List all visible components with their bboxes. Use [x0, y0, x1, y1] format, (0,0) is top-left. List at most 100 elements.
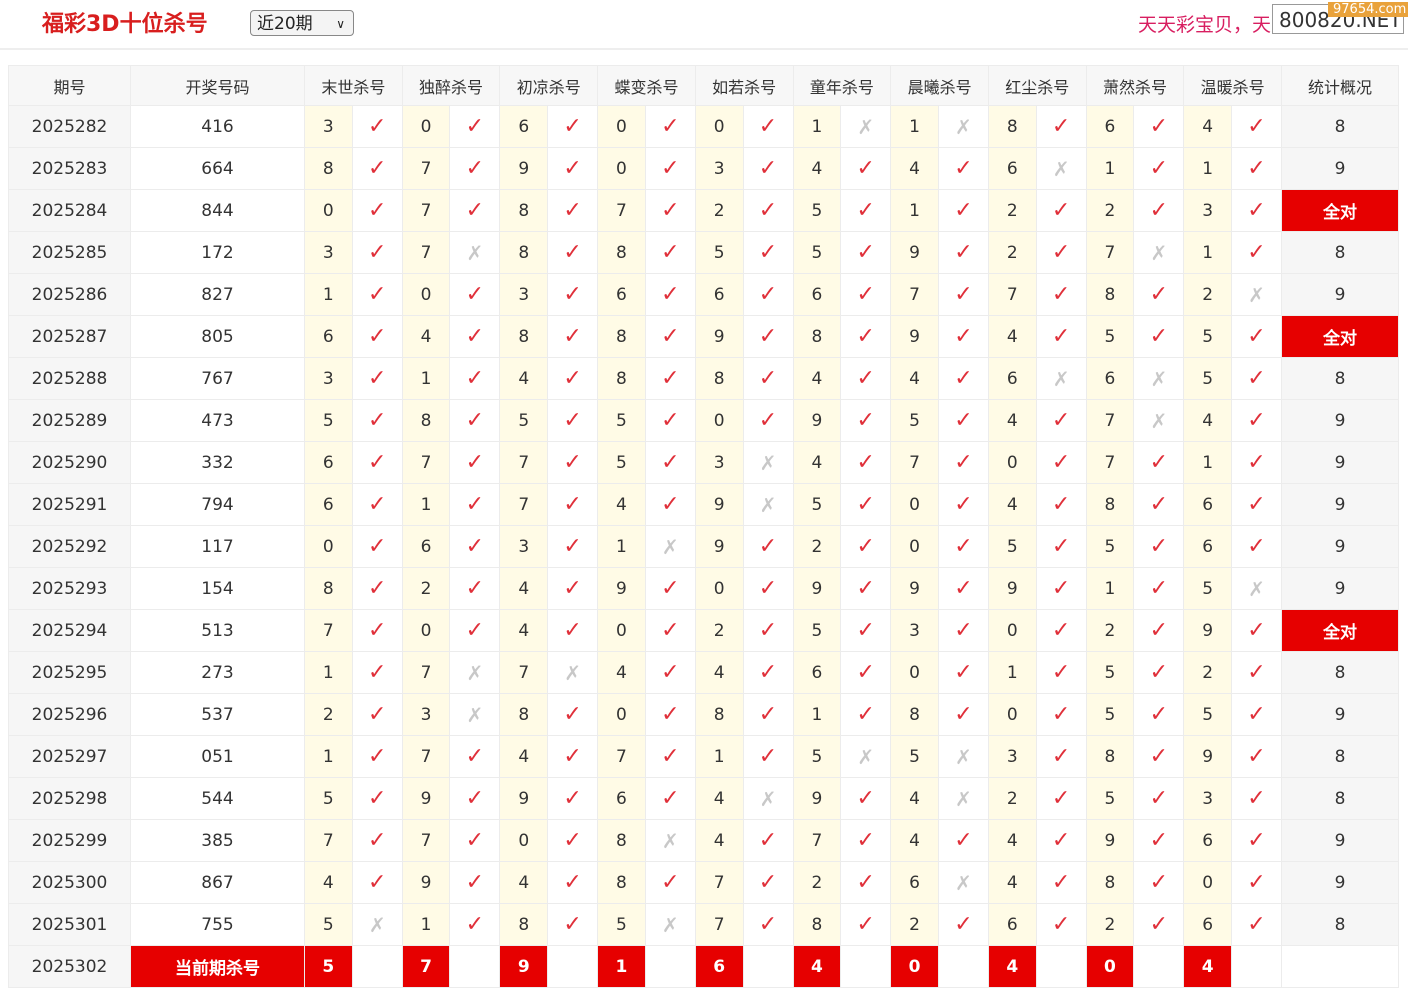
draw-number: 827 — [130, 273, 305, 316]
kill-result: ✓ — [449, 357, 501, 400]
kill-result: ✓ — [1035, 231, 1087, 274]
stat: 9 — [1281, 399, 1400, 442]
kill-number: 2 — [987, 777, 1037, 820]
kill-result: ✓ — [1133, 189, 1185, 232]
title: 福彩3D十位杀号 — [42, 12, 208, 37]
current-kill: 4 — [1183, 945, 1233, 988]
draw-number: 544 — [130, 777, 305, 820]
kill-number: 4 — [597, 483, 646, 526]
kill-number: 5 — [1183, 567, 1233, 610]
kill-result: ✓ — [840, 147, 892, 190]
kill-result: ✓ — [742, 147, 794, 190]
kill-number: 8 — [597, 315, 646, 358]
kill-number: 6 — [1183, 483, 1233, 526]
kill-number: 5 — [792, 609, 842, 652]
kill-result: ✓ — [351, 357, 403, 400]
kill-result: ✓ — [1231, 147, 1283, 190]
row: 2025282 416 3 ✓ 0 ✓ 6 ✓ 0 ✓ 0 ✓ 1 ✗ 1 ✗ 8 ✓ 6 ✓ 4 ✓ 8 — [8, 105, 1400, 148]
kill-number: 4 — [499, 567, 549, 610]
kill-result: ✓ — [547, 105, 599, 148]
stat: 8 — [1281, 105, 1400, 148]
kill-number: 7 — [890, 273, 939, 316]
kill-number: 7 — [499, 441, 549, 484]
kill-result: ✓ — [937, 231, 989, 274]
kill-number: 1 — [792, 105, 842, 148]
stat: 9 — [1281, 693, 1400, 736]
kill-number: 1 — [694, 735, 744, 778]
kill-result: ✓ — [937, 399, 989, 442]
kill-result: ✓ — [1231, 483, 1283, 526]
column-header: 红尘杀号 — [987, 65, 1087, 106]
kill-result: ✓ — [547, 567, 599, 610]
column-header: 萧然杀号 — [1085, 65, 1185, 106]
period-select[interactable]: 近20期 ∨ — [250, 10, 354, 36]
kill-result: ✓ — [351, 861, 403, 904]
kill-number: 0 — [890, 651, 939, 694]
kill-number: 0 — [597, 693, 646, 736]
kill-result: ✓ — [547, 315, 599, 358]
kill-number: 0 — [1183, 861, 1233, 904]
kill-result: ✓ — [449, 273, 501, 316]
kill-number: 6 — [987, 903, 1037, 946]
kill-result: ✓ — [742, 357, 794, 400]
kill-number: 8 — [694, 357, 744, 400]
kill-result: ✓ — [1133, 777, 1185, 820]
kill-number: 1 — [1183, 147, 1233, 190]
kill-result: ✓ — [1133, 315, 1185, 358]
kill-number: 6 — [694, 273, 744, 316]
kill-number: 8 — [1085, 735, 1135, 778]
kill-number: 5 — [597, 399, 646, 442]
kill-result: ✓ — [840, 273, 892, 316]
kill-number: 6 — [1183, 903, 1233, 946]
column-header: 独醉杀号 — [401, 65, 501, 106]
kill-number: 1 — [890, 189, 939, 232]
current-kill: 0 — [890, 945, 939, 988]
kill-number: 3 — [1183, 777, 1233, 820]
kill-number: 9 — [890, 567, 939, 610]
kill-number: 3 — [499, 273, 549, 316]
kill-result: ✓ — [1133, 567, 1185, 610]
kill-result: ✓ — [547, 189, 599, 232]
kill-number: 6 — [304, 315, 353, 358]
kill-result: ✓ — [644, 651, 696, 694]
kill-result: ✓ — [1035, 525, 1087, 568]
kill-result: ✓ — [1231, 609, 1283, 652]
kill-result: ✓ — [449, 441, 501, 484]
kill-result: ✓ — [840, 693, 892, 736]
kill-result: ✓ — [937, 609, 989, 652]
empty-cell — [644, 945, 696, 988]
kill-result: ✓ — [1231, 735, 1283, 778]
kill-number: 9 — [792, 567, 842, 610]
kill-result: ✓ — [742, 567, 794, 610]
kill-result: ✓ — [742, 903, 794, 946]
kill-result: ✓ — [547, 147, 599, 190]
kill-number: 3 — [694, 441, 744, 484]
kill-number: 7 — [499, 483, 549, 526]
row: 2025289 473 5 ✓ 8 ✓ 5 ✓ 5 ✓ 0 ✓ 9 ✓ 5 ✓ 4 ✓ 7 ✗ 4 ✓ 9 — [8, 399, 1400, 442]
kill-number: 0 — [304, 525, 353, 568]
row: 2025301 755 5 ✗ 1 ✓ 8 ✓ 5 ✗ 7 ✓ 8 ✓ 2 ✓ 6 ✓ 2 ✓ 6 ✓ 8 — [8, 903, 1400, 946]
empty-cell — [351, 945, 403, 988]
kill-result: ✓ — [937, 315, 989, 358]
kill-result: ✓ — [840, 567, 892, 610]
kill-number: 0 — [401, 105, 451, 148]
kill-result: ✓ — [1133, 147, 1185, 190]
draw-number: 051 — [130, 735, 305, 778]
period: 2025301 — [8, 903, 131, 946]
kill-number: 5 — [1183, 693, 1233, 736]
column-header: 温暖杀号 — [1183, 65, 1283, 106]
kill-result: ✓ — [351, 693, 403, 736]
kill-result: ✓ — [547, 357, 599, 400]
kill-result: ✓ — [1231, 357, 1283, 400]
kill-number: 2 — [987, 231, 1037, 274]
kill-result: ✓ — [1231, 441, 1283, 484]
period: 2025293 — [8, 567, 131, 610]
row: 2025293 154 8 ✓ 2 ✓ 4 ✓ 9 ✓ 0 ✓ 9 ✓ 9 ✓ 9 ✓ 1 ✓ 5 ✗ 9 — [8, 567, 1400, 610]
kill-result: ✓ — [742, 273, 794, 316]
period: 2025294 — [8, 609, 131, 652]
kill-result: ✓ — [1035, 105, 1087, 148]
kill-number: 7 — [1085, 399, 1135, 442]
kill-result: ✓ — [449, 735, 501, 778]
kill-number: 6 — [401, 525, 451, 568]
kill-number: 3 — [304, 231, 353, 274]
